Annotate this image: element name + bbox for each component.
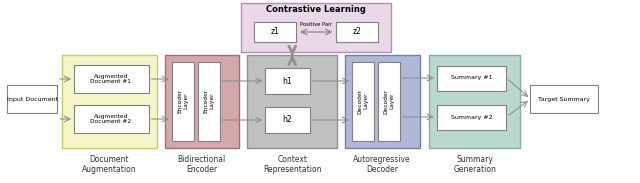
Bar [436, 66, 506, 91]
Text: Summary #2: Summary #2 [451, 115, 492, 119]
Text: z1: z1 [271, 27, 280, 36]
Text: Context
Representation: Context Representation [263, 155, 321, 174]
Text: Contrastive Learning: Contrastive Learning [266, 5, 366, 14]
Bar [266, 107, 310, 133]
Bar [436, 105, 506, 130]
Bar [74, 105, 148, 133]
Text: Augmented
Document #1: Augmented Document #1 [90, 74, 131, 84]
Text: Input Document: Input Document [6, 96, 58, 102]
Text: Autoregressive
Decoder: Autoregressive Decoder [353, 155, 411, 174]
Bar [352, 62, 374, 141]
FancyArrowPatch shape [289, 46, 296, 65]
Text: Decoder
Layer: Decoder Layer [383, 89, 394, 113]
Text: Augmented
Document #2: Augmented Document #2 [90, 114, 131, 124]
Text: h2: h2 [282, 115, 292, 124]
Text: Document
Augmentation: Document Augmentation [82, 155, 136, 174]
Bar [74, 65, 148, 93]
Bar [248, 55, 337, 148]
Text: Decoder
Layer: Decoder Layer [358, 89, 369, 113]
Bar [345, 55, 420, 148]
Text: Summary
Generation: Summary Generation [453, 155, 496, 174]
Text: Encoder
Layer: Encoder Layer [203, 89, 214, 113]
Bar [378, 62, 400, 141]
Text: z2: z2 [353, 27, 362, 36]
Bar [254, 22, 296, 42]
Bar [62, 55, 157, 148]
Bar [198, 62, 220, 141]
Text: Target Summary: Target Summary [538, 96, 590, 102]
Bar [266, 68, 310, 94]
Bar [7, 85, 57, 113]
Bar [336, 22, 378, 42]
Text: Summary #1: Summary #1 [451, 76, 492, 81]
Bar [164, 55, 239, 148]
Text: Positive Pair: Positive Pair [300, 21, 332, 27]
Bar [531, 85, 598, 113]
Bar [241, 3, 391, 52]
Text: Encoder
Layer: Encoder Layer [177, 89, 188, 113]
Bar [429, 55, 520, 148]
Text: h1: h1 [282, 76, 292, 85]
Bar [172, 62, 194, 141]
Text: Bidirectional
Encoder: Bidirectional Encoder [177, 155, 226, 174]
